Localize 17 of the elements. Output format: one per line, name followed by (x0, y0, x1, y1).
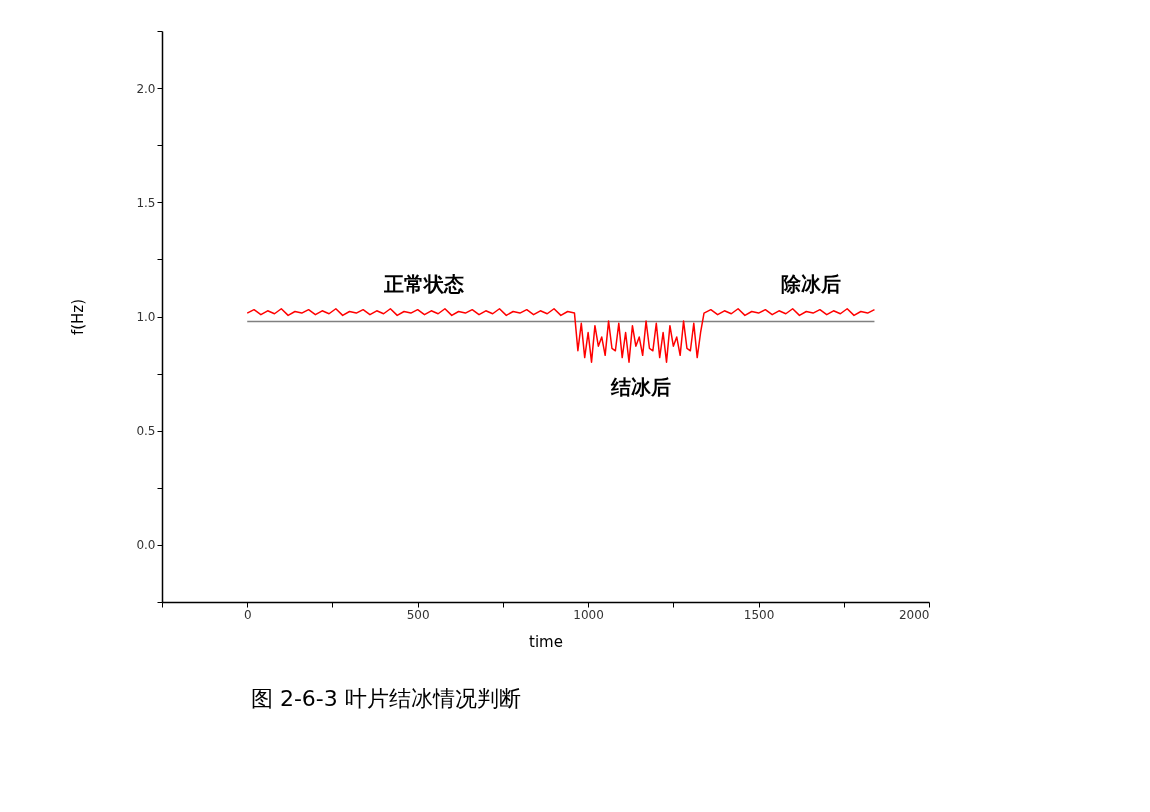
x-tick-label: 2000 (898, 607, 930, 622)
y-tick-label: 2.0 (136, 81, 156, 96)
x-tick-label: 0 (243, 607, 252, 622)
caption: 图 2-6-3 叶片结冰情况判断 (250, 686, 521, 711)
x-tick-label: 500 (406, 607, 430, 622)
y-axis-title: f(Hz) (69, 298, 88, 336)
x-axis-title: time (529, 632, 563, 651)
y-tick-label: 1.0 (136, 310, 156, 324)
annotation: 除冰后 (781, 272, 841, 296)
x-tick-label: 1000 (573, 607, 604, 622)
y-tick-label: 1.5 (136, 195, 156, 210)
y-tick-label: 0.0 (136, 538, 156, 553)
annotation: 结冰后 (610, 375, 671, 399)
annotation: 正常状态 (383, 272, 464, 296)
x-tick-label: 1500 (743, 607, 775, 622)
y-tick-label: 0.5 (136, 424, 156, 439)
line-series (246, 307, 876, 363)
